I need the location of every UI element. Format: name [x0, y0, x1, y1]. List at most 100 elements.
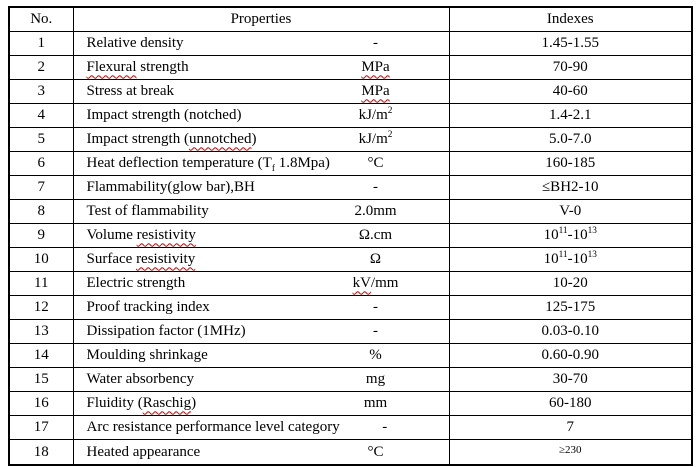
table-row: 8 Test of flammability 2.0mm V-0	[8, 199, 693, 224]
property-unit: -	[373, 299, 378, 316]
index-value-cell: ≤BH2-10	[448, 175, 693, 200]
property-name: Stress at break	[86, 83, 174, 100]
table-row: 10 Surface resistivity Ω 1011-1013	[8, 247, 693, 272]
table-row: 7 Flammability(glow bar),BH - ≤BH2-10	[8, 175, 693, 200]
index-value-cell: 5.0-7.0	[448, 127, 693, 152]
row-number-cell: 14	[8, 343, 74, 368]
row-number-cell: 4	[8, 103, 74, 128]
row-number-cell: 1	[8, 31, 74, 56]
property-cell: Dissipation factor (1MHz) -	[72, 319, 450, 344]
property-unit: Ω	[369, 251, 382, 268]
property-unit: MPa	[361, 59, 390, 76]
property-unit: -	[373, 179, 378, 196]
property-unit: -	[373, 323, 378, 340]
row-number-cell: 6	[8, 151, 74, 176]
property-cell: Stress at break MPa	[72, 79, 450, 104]
index-value-cell: 1.4-2.1	[448, 103, 693, 128]
property-name: Volume resistivity	[86, 227, 196, 244]
property-name: Proof tracking index	[86, 299, 210, 316]
table-row: 3 Stress at break MPa 40-60	[8, 79, 693, 104]
property-cell: Flammability(glow bar),BH -	[72, 175, 450, 200]
table-row: 9 Volume resistivity Ω.cm 1011-1013	[8, 223, 693, 248]
property-unit: %	[369, 347, 382, 364]
property-name: Moulding shrinkage	[86, 347, 208, 364]
property-cell: Heat deflection temperature (Tf 1.8Mpa) °…	[72, 151, 450, 176]
property-cell: Water absorbency mg	[72, 367, 450, 392]
table-row: 11 Electric strength kV/mm 10-20	[8, 271, 693, 296]
property-cell: Test of flammability 2.0mm	[72, 199, 450, 224]
property-cell: Relative density -	[72, 31, 450, 56]
property-name: Relative density	[86, 35, 184, 52]
property-unit: -	[373, 35, 378, 52]
index-value-cell: 1011-1013	[448, 247, 693, 272]
row-number-cell: 17	[8, 415, 74, 440]
table-row: 12 Proof tracking index - 125-175	[8, 295, 693, 320]
property-unit: mm	[363, 395, 388, 412]
property-cell: Volume resistivity Ω.cm	[72, 223, 450, 248]
row-number-cell: 11	[8, 271, 74, 296]
property-unit: 2.0mm	[354, 203, 397, 220]
header-indexes: Indexes	[448, 6, 693, 32]
property-unit: kJ/m2	[358, 130, 393, 148]
index-value-cell: 0.03-0.10	[448, 319, 693, 344]
table-row: 1 Relative density - 1.45-1.55	[8, 31, 693, 56]
header-row: No. Properties Indexes	[8, 6, 693, 32]
table-row: 14 Moulding shrinkage% 0.60-0.90	[8, 343, 693, 368]
row-number-cell: 8	[8, 199, 74, 224]
property-cell: Fluidity (Raschig) mm	[72, 391, 450, 416]
properties-table: No. Properties Indexes 1 Relative density…	[8, 6, 693, 466]
property-unit: kJ/m2	[358, 106, 393, 124]
row-number-cell: 7	[8, 175, 74, 200]
property-name: Test of flammability	[86, 203, 209, 220]
index-value-cell: 40-60	[448, 79, 693, 104]
property-name: Impact strength (unnotched)	[86, 131, 257, 148]
index-value-cell: 1011-1013	[448, 223, 693, 248]
row-number-cell: 12	[8, 295, 74, 320]
property-name: Impact strength (notched)	[86, 107, 242, 124]
table-row: 18 Heated appearance °C ≥230	[8, 439, 693, 466]
property-name: Heat deflection temperature (Tf 1.8Mpa)	[86, 155, 330, 175]
table-row: 6 Heat deflection temperature (Tf 1.8Mpa)…	[8, 151, 693, 176]
index-value-cell: 7	[448, 415, 693, 440]
property-cell: Impact strength (notched) kJ/m2	[72, 103, 450, 128]
table-row: 17 Arc resistance performance level categ…	[8, 415, 693, 440]
property-name: Water absorbency	[86, 371, 195, 388]
header-properties: Properties	[72, 6, 450, 32]
property-cell: Electric strength kV/mm	[72, 271, 450, 296]
property-name: Arc resistance performance level categor…	[86, 419, 340, 436]
property-unit: °C	[367, 443, 384, 460]
index-value-cell: 10-20	[448, 271, 693, 296]
row-number-cell: 3	[8, 79, 74, 104]
property-unit: -	[382, 419, 388, 436]
table-row: 13 Dissipation factor (1MHz) - 0.03-0.10	[8, 319, 693, 344]
index-value-cell: 0.60-0.90	[448, 343, 693, 368]
index-value-cell: V-0	[448, 199, 693, 224]
header-no: No.	[8, 6, 74, 32]
table-body: 1 Relative density - 1.45-1.55 2 Flexural str…	[8, 31, 693, 466]
table-row: 16 Fluidity (Raschig) mm 60-180	[8, 391, 693, 416]
property-unit: Ω.cm	[358, 227, 393, 244]
table-header: No. Properties Indexes	[8, 6, 693, 32]
property-unit: MPa	[361, 83, 390, 100]
row-number-cell: 18	[8, 439, 74, 466]
index-value-cell: 160-185	[448, 151, 693, 176]
index-value-cell: ≥230	[448, 439, 693, 466]
property-name: Flexural strength	[86, 59, 189, 76]
table-row: 4 Impact strength (notched) kJ/m2 1.4-2.1	[8, 103, 693, 128]
property-cell: Moulding shrinkage%	[72, 343, 450, 368]
row-number-cell: 5	[8, 127, 74, 152]
property-unit: kV/mm	[352, 275, 399, 292]
index-value-cell: 1.45-1.55	[448, 31, 693, 56]
property-name: Flammability(glow bar),BH	[86, 179, 255, 196]
property-unit: mg	[365, 371, 386, 388]
index-value-cell: 70-90	[448, 55, 693, 80]
row-number-cell: 15	[8, 367, 74, 392]
property-name: Dissipation factor (1MHz)	[86, 323, 246, 340]
property-cell: Proof tracking index -	[72, 295, 450, 320]
property-cell: Impact strength (unnotched) kJ/m2	[72, 127, 450, 152]
index-value-cell: 125-175	[448, 295, 693, 320]
row-number-cell: 2	[8, 55, 74, 80]
property-cell: Heated appearance °C	[72, 439, 450, 466]
property-cell: Arc resistance performance level categor…	[72, 415, 450, 440]
